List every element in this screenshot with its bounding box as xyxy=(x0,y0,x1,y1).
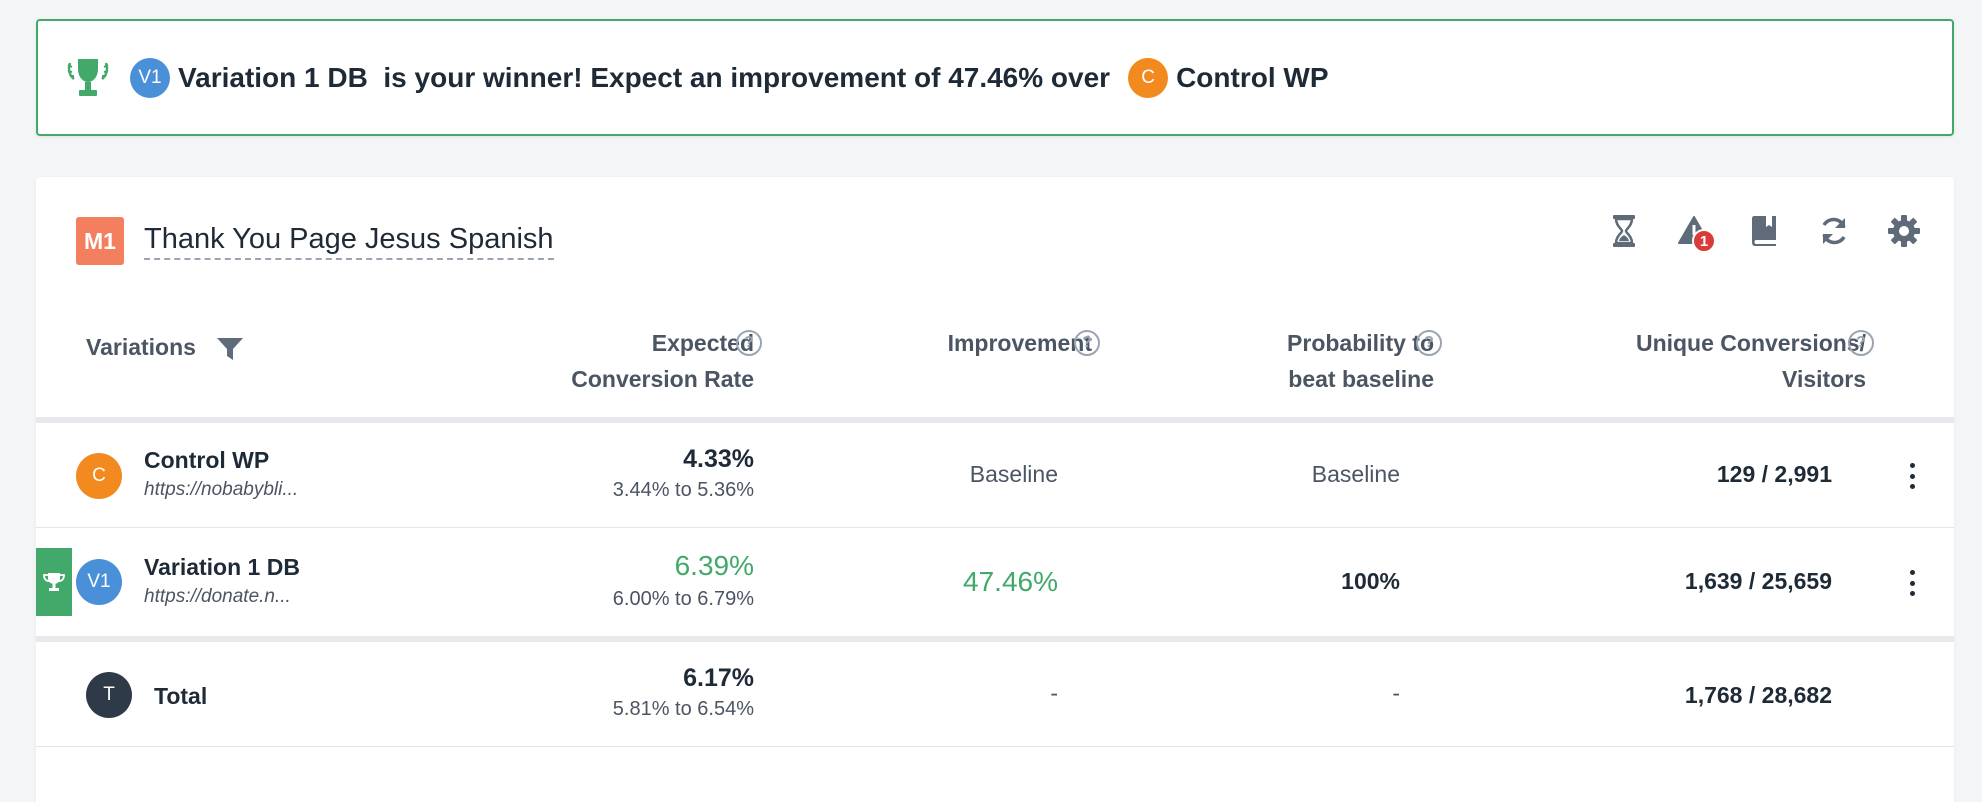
row-menu-icon[interactable] xyxy=(1902,459,1922,493)
total-improvement: - xyxy=(1050,680,1058,706)
baseline-name: Control WP xyxy=(1176,61,1329,93)
total-probability: - xyxy=(1392,680,1400,706)
alert-count-badge: 1 xyxy=(1692,229,1716,253)
probability-value: 100% xyxy=(1341,568,1400,594)
expected-rate: 6.39% xyxy=(674,550,754,581)
total-expected-rate: 6.17% xyxy=(683,664,754,692)
conversions-value: 1,639 / 25,659 xyxy=(1684,568,1832,594)
variation-badge: C xyxy=(76,453,122,499)
expected-rate-help-icon[interactable]: ? xyxy=(736,330,762,356)
variation-name[interactable]: Control WP xyxy=(144,447,270,473)
expected-rate-header: Expected Conversion Rate xyxy=(571,330,754,392)
variation-url[interactable]: https://nobabybli... xyxy=(144,479,299,500)
baseline-variation-badge: C xyxy=(1128,57,1169,98)
table-bottom-divider xyxy=(36,746,1954,747)
improvement-value: Baseline xyxy=(969,461,1058,487)
conversions-help-icon[interactable]: ? xyxy=(1848,330,1874,356)
hourglass-icon[interactable] xyxy=(1604,211,1644,251)
refresh-icon[interactable] xyxy=(1814,211,1854,251)
card-header: M1 Thank You Page Jesus Spanish xyxy=(76,217,554,265)
improvement-value: 47.46% xyxy=(963,566,1058,597)
conversions-value: 129 / 2,991 xyxy=(1716,461,1832,487)
winner-banner: V1 Variation 1 DB is your winner! Expect… xyxy=(36,19,1954,136)
improvement-header: Improvement xyxy=(947,330,1092,356)
winner-variation-badge: V1 xyxy=(130,57,170,98)
variation-name[interactable]: Variation 1 DB xyxy=(144,554,300,580)
row-menu-icon[interactable] xyxy=(1902,566,1922,600)
total-rate-range: 5.81% to 6.54% xyxy=(612,698,754,720)
probability-header: Probability to beat baseline xyxy=(1287,330,1434,392)
book-icon[interactable] xyxy=(1744,211,1784,251)
row-divider xyxy=(36,527,1954,528)
table-row: C Control WP https://nobabybli... 4.33% … xyxy=(36,423,1954,527)
variations-header: Variations xyxy=(86,329,244,365)
total-divider xyxy=(36,636,1954,642)
winner-message: is your winner! Expect an improvement of… xyxy=(367,61,1111,93)
table-row: V1 Variation 1 DB https://donate.n... 6.… xyxy=(36,528,1954,636)
conversions-header: Unique Conversions/ Visitors xyxy=(1635,330,1866,392)
probability-help-icon[interactable]: ? xyxy=(1416,330,1442,356)
expected-rate: 4.33% xyxy=(683,445,754,473)
card-toolbar: 1 xyxy=(1574,211,1924,253)
winner-strip xyxy=(36,548,72,616)
header-divider xyxy=(36,417,1954,423)
metric-title[interactable]: Thank You Page Jesus Spanish xyxy=(144,223,554,260)
total-row: T Total 6.17% 5.81% to 6.54% - - 1,768 /… xyxy=(36,642,1954,746)
winner-name: Variation 1 DB xyxy=(178,61,368,93)
improvement-help-icon[interactable]: ? xyxy=(1074,330,1100,356)
gear-icon[interactable] xyxy=(1884,211,1924,251)
filter-icon[interactable] xyxy=(216,336,244,362)
metric-badge: M1 xyxy=(76,217,124,265)
alert-icon[interactable]: 1 xyxy=(1674,211,1716,253)
total-conversions: 1,768 / 28,682 xyxy=(1684,682,1832,708)
total-badge: T xyxy=(86,672,132,718)
trophy-icon xyxy=(43,573,65,591)
variation-url[interactable]: https://donate.n... xyxy=(144,586,291,607)
probability-value: Baseline xyxy=(1311,461,1400,487)
total-label: Total xyxy=(154,683,208,709)
rate-range: 3.44% to 5.36% xyxy=(612,479,754,501)
variation-badge: V1 xyxy=(76,559,122,605)
metric-card: M1 Thank You Page Jesus Spanish 1 Variat… xyxy=(36,177,1954,802)
rate-range: 6.00% to 6.79% xyxy=(612,588,754,610)
trophy-icon xyxy=(67,58,109,96)
